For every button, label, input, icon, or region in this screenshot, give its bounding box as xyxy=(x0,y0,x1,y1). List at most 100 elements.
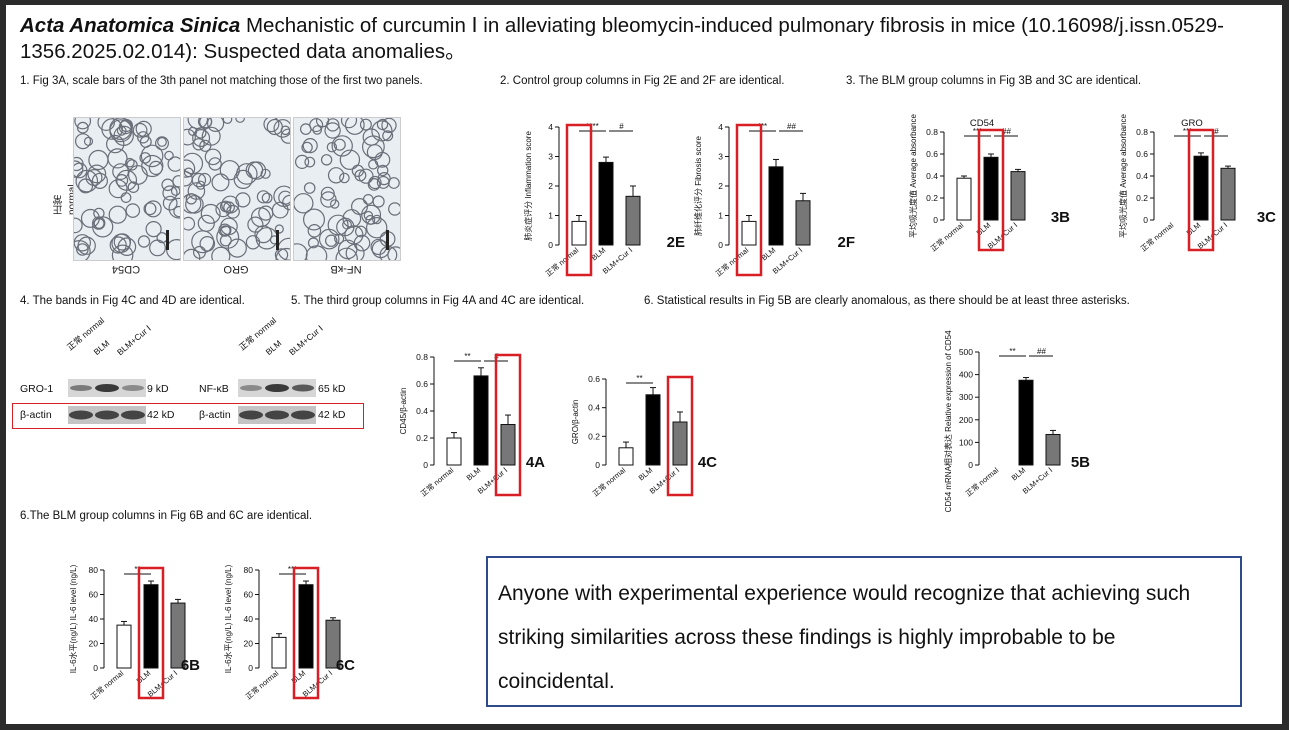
alveolus-outline xyxy=(263,118,280,133)
alveolus-outline xyxy=(154,136,169,151)
x-tick-label: BLM+Cur Ⅰ xyxy=(601,246,635,276)
alveolus-outline xyxy=(185,195,204,214)
alveolus-outline xyxy=(126,159,138,171)
y-tick-label: 500 xyxy=(959,347,973,357)
alveolus-outline xyxy=(108,205,127,224)
y-tick-label: 400 xyxy=(959,370,973,380)
bar xyxy=(116,624,132,669)
alveolus-outline xyxy=(339,149,361,170)
alveolus-outline xyxy=(204,148,222,166)
blot-band-gro1-blm-cur xyxy=(122,385,144,391)
bar xyxy=(571,220,587,246)
alveolus-outline xyxy=(307,237,319,249)
alveolus-outline xyxy=(219,225,231,236)
alveolus-outline xyxy=(320,154,333,166)
alveolus-outline xyxy=(376,118,389,131)
alveolus-outline xyxy=(85,168,103,186)
highlight-box xyxy=(666,375,694,497)
blot-protein-gro1: GRO-1 xyxy=(20,383,54,395)
alveolus-outline xyxy=(330,199,340,209)
y-tick-label: 0.8 xyxy=(416,352,428,362)
bar xyxy=(598,161,614,246)
callout-box: Anyone with experimental experience woul… xyxy=(486,556,1242,707)
lane-label-blm: BLM xyxy=(91,338,112,357)
alveolus-outline xyxy=(192,129,211,147)
y-tick-label: 0.4 xyxy=(588,403,600,413)
alveolus-outline xyxy=(235,192,251,208)
alveolus-outline xyxy=(185,193,198,205)
blot-control-kd-left: 42 kD xyxy=(147,409,175,421)
y-tick-label: 0.6 xyxy=(416,379,428,389)
blot-band-actin-right-1 xyxy=(239,410,263,420)
callout-text: Anyone with experimental experience woul… xyxy=(498,582,1191,693)
y-tick-label: 0.6 xyxy=(1136,149,1148,159)
scale-bar xyxy=(166,230,169,250)
bar xyxy=(672,421,688,466)
blot-band-gro1-normal xyxy=(70,385,92,391)
alveolus-outline xyxy=(280,128,290,144)
alveolus-outline xyxy=(141,154,164,178)
x-tick-label: 正常 normal xyxy=(244,668,281,701)
y-tick-label: 100 xyxy=(959,437,973,447)
micrograph-cd54-texture xyxy=(74,118,180,260)
alveolus-outline xyxy=(247,161,267,180)
alveolus-outline xyxy=(162,185,178,201)
blot-control-right: β-actin xyxy=(199,409,231,421)
blot-band-actin-left-3 xyxy=(121,410,145,420)
y-tick-label: 40 xyxy=(244,614,254,624)
alveolus-outline xyxy=(324,122,341,139)
alveolus-outline xyxy=(219,160,240,181)
x-tick-label: 正常 normal xyxy=(1139,220,1176,253)
micrograph-cd54 xyxy=(73,117,181,261)
alveolus-outline xyxy=(327,214,349,236)
alveolus-outline xyxy=(157,137,167,147)
alveolus-outline xyxy=(326,142,338,153)
panel-letter: 4A xyxy=(526,454,545,471)
alveolus-outline xyxy=(215,201,231,218)
x-tick-label: BLM xyxy=(465,466,483,483)
alveolus-outline xyxy=(184,128,196,146)
highlight-box xyxy=(977,128,1005,252)
micrograph-gro-texture xyxy=(184,118,290,260)
note-3: 3. The BLM group columns in Fig 3B and 3… xyxy=(846,75,1142,87)
blot-band-actin-left-2 xyxy=(95,410,119,420)
alveolus-outline xyxy=(339,172,350,184)
fig3a-row-label-cn: 正常 xyxy=(54,195,65,215)
y-tick-label: 20 xyxy=(89,639,99,649)
chart-3c: GRO 0 0.2 0.4 0.6 0.8 平均吸光度值 Average absorbanc… xyxy=(1096,110,1282,275)
significance-label: ## xyxy=(1002,127,1011,136)
lane-label-blm-2: BLM xyxy=(263,338,284,357)
y-tick-label: 3 xyxy=(718,152,723,162)
alveolus-outline xyxy=(97,118,115,131)
bar xyxy=(1193,155,1209,221)
y-tick-label: 40 xyxy=(89,614,99,624)
alveolus-outline xyxy=(301,141,313,154)
panel-letter: 6B xyxy=(181,657,200,674)
y-tick-label: 1 xyxy=(718,211,723,221)
alveolus-outline xyxy=(208,157,222,171)
alveolus-outline xyxy=(359,118,372,131)
y-tick-label: 0 xyxy=(548,240,553,250)
alveolus-outline xyxy=(125,157,135,168)
blot-band-nfkb-normal xyxy=(240,385,262,391)
alveolus-outline xyxy=(144,200,162,218)
y-tick-label: 2 xyxy=(718,181,723,191)
x-tick-label: BLM xyxy=(760,246,778,263)
alveolus-outline xyxy=(304,156,316,168)
y-tick-label: 0.8 xyxy=(1136,127,1148,137)
bar xyxy=(618,447,634,466)
alveolus-outline xyxy=(194,127,207,139)
y-axis-label: 肺纤维化评分 Fibrosis score xyxy=(693,135,703,236)
y-axis-label: IL-6水平(ng/L) IL-6 level (ng/L) xyxy=(223,564,233,673)
x-tick-label: BLM xyxy=(135,669,153,686)
alveolus-outline xyxy=(74,118,92,130)
significance-label: **** xyxy=(586,122,598,131)
y-tick-label: 0.4 xyxy=(416,406,428,416)
alveolus-outline xyxy=(340,118,358,129)
alveolus-outline xyxy=(331,135,353,157)
micrograph-gro xyxy=(183,117,291,261)
alveolus-outline xyxy=(143,202,157,216)
significance-label: # xyxy=(619,122,624,131)
y-tick-label: 80 xyxy=(244,565,254,575)
x-tick-label: BLM xyxy=(1185,221,1203,238)
